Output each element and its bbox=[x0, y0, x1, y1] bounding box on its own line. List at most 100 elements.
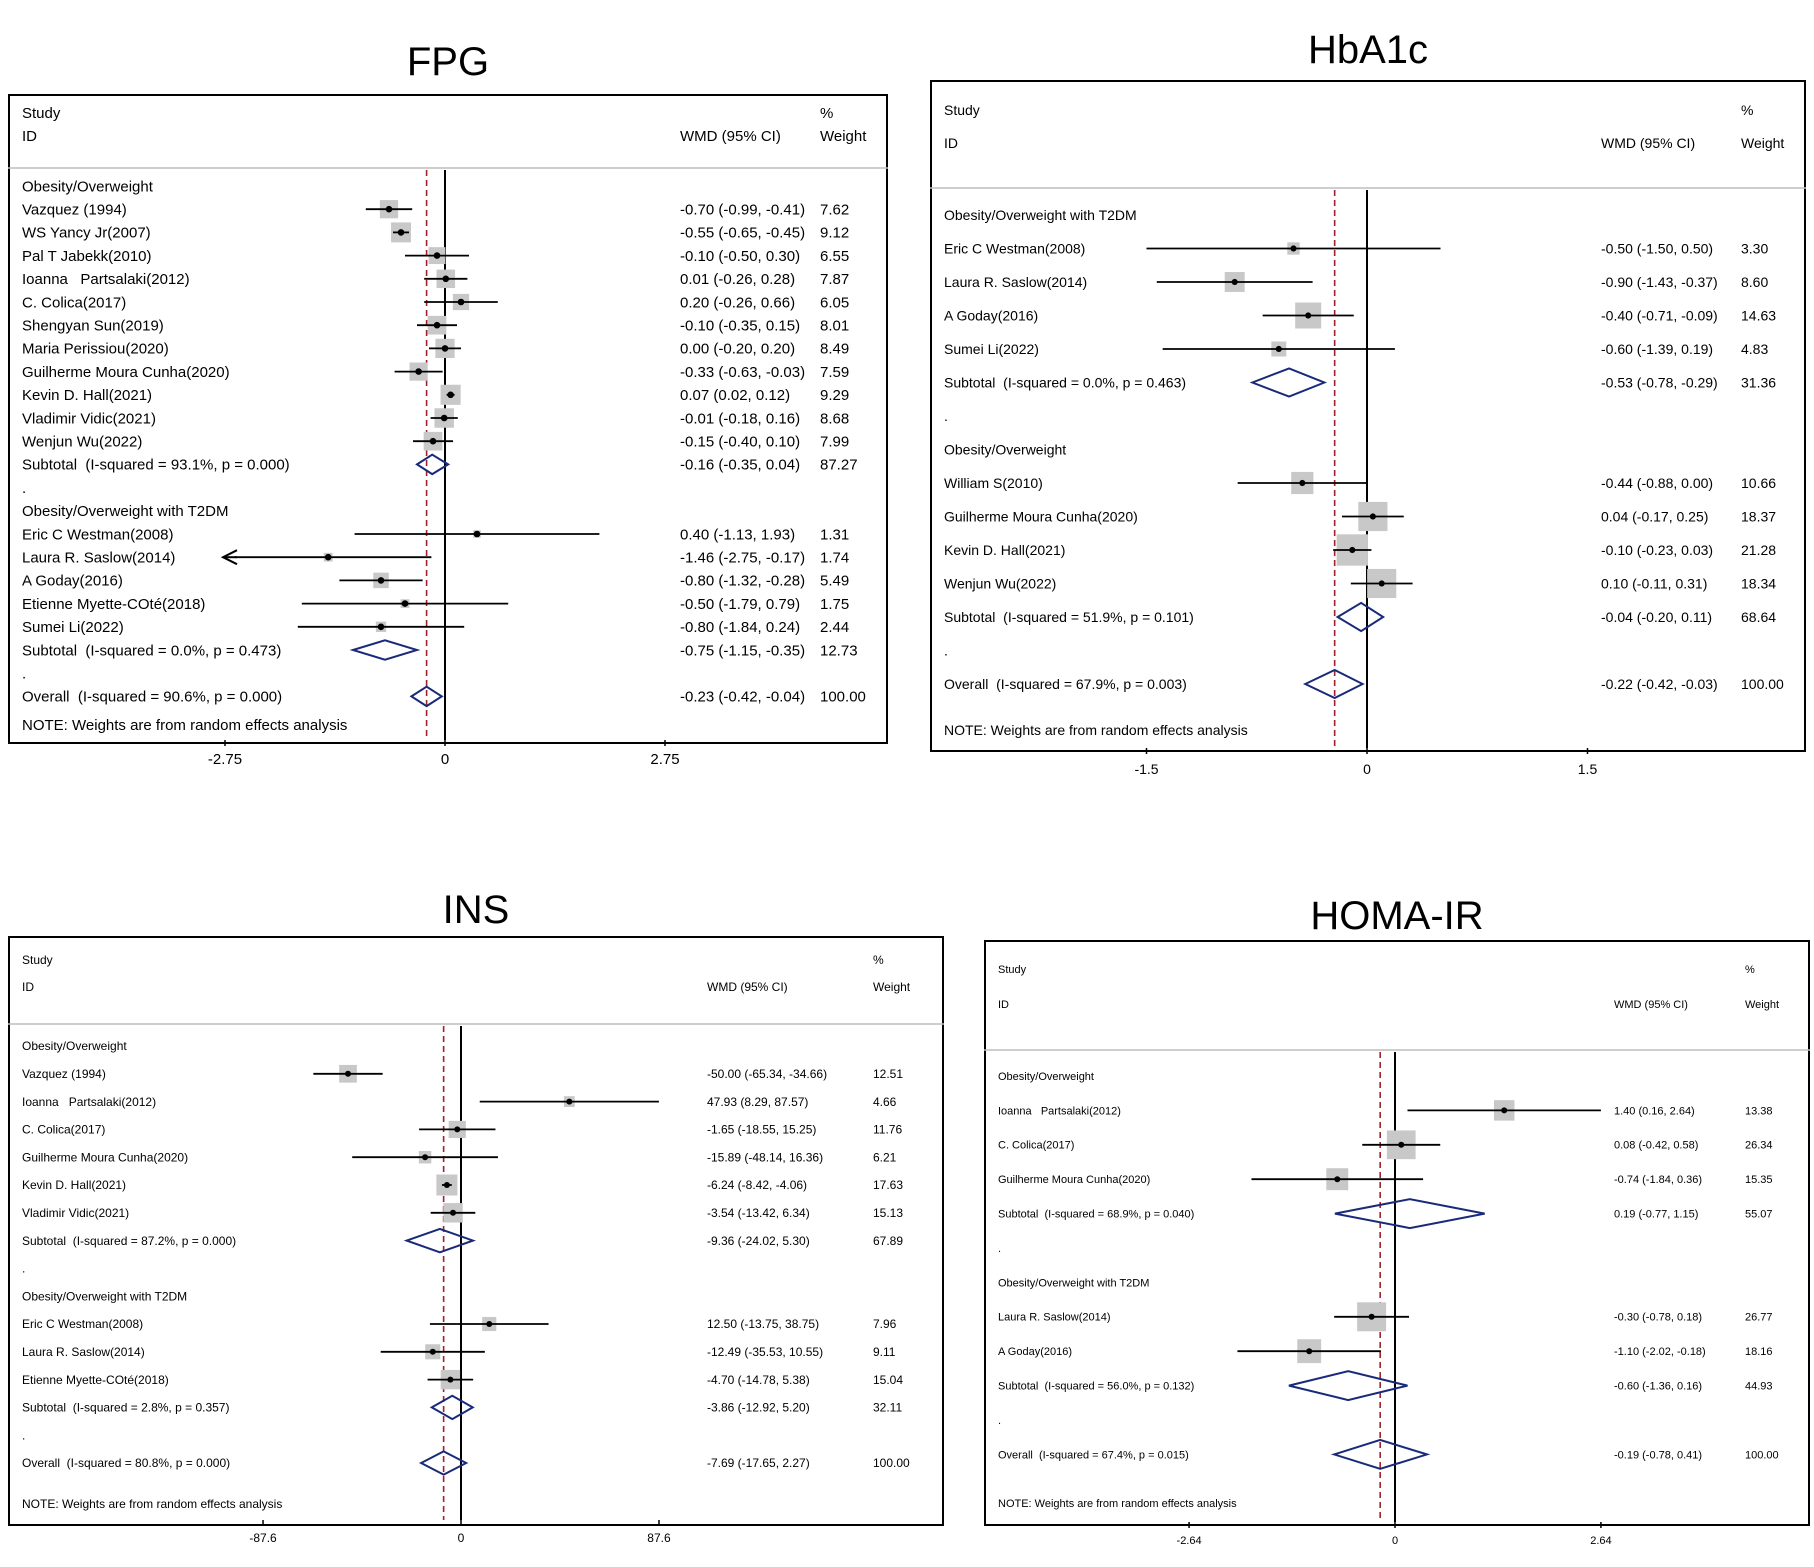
fpg-weight-text: 5.49 bbox=[820, 573, 849, 590]
hba1c-ci-text: -0.40 (-0.71, -0.09) bbox=[1601, 307, 1718, 323]
homa-weight-text: 13.38 bbox=[1745, 1105, 1773, 1117]
fpg-row-label-group: Obesity/Overweight bbox=[22, 178, 154, 195]
hba1c-ci-text: -0.53 (-0.78, -0.29) bbox=[1601, 374, 1718, 390]
fpg-row-label-study: Etienne Myette-COté(2018) bbox=[22, 596, 205, 613]
fpg-ci-text: -0.01 (-0.18, 0.16) bbox=[680, 410, 800, 427]
fpg-row-label-study: Guilherme Moura Cunha(2020) bbox=[22, 364, 230, 381]
fpg-point-estimate bbox=[441, 345, 449, 352]
homa-note: NOTE: Weights are from random effects an… bbox=[998, 1498, 1237, 1510]
fpg-row-label-study: WS Yancy Jr(2007) bbox=[22, 225, 151, 242]
fpg-row-label-study: Sumei Li(2022) bbox=[22, 619, 124, 636]
fpg-point-estimate bbox=[433, 321, 441, 329]
homa-tick-label: 0 bbox=[1392, 1535, 1398, 1547]
ins-point-estimate bbox=[422, 1154, 429, 1161]
fpg-ci-text: -0.23 (-0.42, -0.04) bbox=[680, 689, 805, 706]
fpg-point-estimate bbox=[447, 391, 454, 399]
ins-weight-text: 12.51 bbox=[873, 1067, 903, 1081]
fpg-ci-text: 0.00 (-0.20, 0.20) bbox=[680, 341, 795, 358]
fpg-weight-text: 12.73 bbox=[820, 642, 858, 659]
homa-point-estimate bbox=[1368, 1313, 1375, 1320]
ins-row-label-study: Kevin D. Hall(2021) bbox=[22, 1178, 126, 1192]
hba1c-tick-label: 0 bbox=[1363, 761, 1371, 777]
ins-ci-text: -1.65 (-18.55, 15.25) bbox=[707, 1123, 816, 1137]
ins-row-label-study: Ioanna Partsalaki(2012) bbox=[22, 1095, 156, 1109]
fpg-header-study: Study bbox=[22, 105, 61, 122]
homa-header-id: ID bbox=[998, 999, 1009, 1011]
ins-weight-text: 7.96 bbox=[873, 1317, 897, 1331]
homa-row-label-group: Obesity/Overweight bbox=[998, 1071, 1094, 1083]
ins-subtotal-diamond bbox=[429, 1394, 475, 1421]
fpg-weight-text: 9.12 bbox=[820, 225, 849, 242]
hba1c-point-estimate bbox=[1299, 479, 1306, 487]
ins-ci-text: -3.86 (-12.92, 5.20) bbox=[707, 1401, 810, 1415]
fpg-ci-text: -0.75 (-1.15, -0.35) bbox=[680, 642, 805, 659]
homa-weight-text: 100.00 bbox=[1745, 1449, 1779, 1461]
homa-row-label-subtotal: Subtotal (I-squared = 56.0%, p = 0.132) bbox=[998, 1380, 1194, 1392]
homa-ci-text: 0.19 (-0.77, 1.15) bbox=[1614, 1208, 1698, 1220]
hba1c-row-label-subtotal: Subtotal (I-squared = 0.0%, p = 0.463) bbox=[944, 374, 1186, 390]
ins-header-id: ID bbox=[22, 980, 34, 994]
homa-row-label-dot: . bbox=[998, 1415, 1001, 1427]
fpg-weight-text: 7.62 bbox=[820, 201, 849, 218]
fpg-ci-text: -0.50 (-1.79, 0.79) bbox=[680, 596, 800, 613]
hba1c-point-estimate bbox=[1275, 345, 1282, 353]
hba1c-row-label-study: Eric C Westman(2008) bbox=[944, 240, 1085, 256]
ins-weight-text: 4.66 bbox=[873, 1095, 897, 1109]
hba1c-plot-group: Study ID WMD (95% CI)% Weight Obesity/Overwe… bbox=[930, 102, 1806, 777]
ins-title: INS bbox=[442, 888, 510, 932]
fpg-row-label-study: C. Colica(2017) bbox=[22, 294, 126, 311]
ins-plot-group: Study ID WMD (95% CI)% Weight Obesity/Overwe… bbox=[8, 953, 944, 1545]
homa-point-estimate bbox=[1398, 1141, 1405, 1148]
fpg-subtotal-diamond bbox=[415, 453, 451, 476]
fpg-point-estimate bbox=[442, 275, 450, 283]
ins-weight-text: 11.76 bbox=[873, 1123, 902, 1137]
hba1c-ci-text: 0.10 (-0.11, 0.31) bbox=[1601, 575, 1707, 591]
hba1c-title: HbA1c bbox=[1307, 28, 1429, 72]
fpg-header-effect: WMD (95% CI) bbox=[680, 128, 781, 145]
fpg-weight-text: 2.44 bbox=[820, 619, 849, 636]
hba1c-point-estimate bbox=[1378, 580, 1385, 587]
fpg-row-label-study: Pal T Jabekk(2010) bbox=[22, 248, 152, 265]
fpg-tick-label: 2.75 bbox=[650, 751, 679, 768]
fpg-header-id: ID bbox=[22, 128, 37, 145]
ins-point-estimate bbox=[566, 1098, 573, 1105]
homa-plot-group: Study ID WMD (95% CI)% Weight Obesity/Overwe… bbox=[984, 964, 1810, 1547]
homa-ci-text: -1.10 (-2.02, -0.18) bbox=[1614, 1346, 1706, 1358]
homa-ci-text: -0.30 (-0.78, 0.18) bbox=[1614, 1312, 1702, 1324]
hba1c-tick-label: 1.5 bbox=[1578, 761, 1598, 777]
fpg-row-label-overall: Overall (I-squared = 90.6%, p = 0.000) bbox=[22, 689, 282, 706]
ins-weight-text: 15.04 bbox=[873, 1373, 903, 1387]
fpg-weight-text: 87.27 bbox=[820, 457, 858, 474]
homa-row-label-dot: . bbox=[998, 1243, 1001, 1255]
ins-weight-text: 17.63 bbox=[873, 1178, 903, 1192]
fpg-weight-text: 1.31 bbox=[820, 526, 849, 543]
hba1c-weight-text: 21.28 bbox=[1741, 542, 1776, 558]
homa-weight-text: 26.34 bbox=[1745, 1140, 1773, 1152]
ins-overall-diamond bbox=[418, 1450, 469, 1476]
ins-row-label-study: Vladimir Vidic(2021) bbox=[22, 1206, 129, 1220]
ins-header-weight: Weight bbox=[873, 980, 911, 994]
homa-subtotal-diamond bbox=[1288, 1370, 1408, 1402]
ins-row-label-subtotal: Subtotal (I-squared = 87.2%, p = 0.000) bbox=[22, 1234, 236, 1248]
fpg-row-label-study: Maria Perissiou(2020) bbox=[22, 341, 169, 358]
homa-point-estimate bbox=[1334, 1176, 1341, 1183]
ins-ci-text: -50.00 (-65.34, -34.66) bbox=[707, 1067, 827, 1081]
homa-ci-text: -0.19 (-0.78, 0.41) bbox=[1614, 1449, 1702, 1461]
fpg-weight-text: 100.00 bbox=[820, 689, 866, 706]
homa-tick-label: 2.64 bbox=[1590, 1535, 1611, 1547]
hba1c-row-label-study: Sumei Li(2022) bbox=[944, 341, 1039, 357]
homa-point-estimate bbox=[1306, 1348, 1313, 1355]
fpg-weight-text: 6.05 bbox=[820, 294, 849, 311]
fpg-header-pct: % bbox=[820, 105, 833, 122]
fpg-row-label-study: A Goday(2016) bbox=[22, 573, 123, 590]
ins-point-estimate bbox=[449, 1209, 456, 1216]
fpg-row-label-subtotal: Subtotal (I-squared = 0.0%, p = 0.473) bbox=[22, 642, 281, 659]
fpg-ci-text: -0.80 (-1.32, -0.28) bbox=[680, 573, 805, 590]
ins-note: NOTE: Weights are from random effects an… bbox=[22, 1497, 282, 1511]
fpg-ci-text: -0.80 (-1.84, 0.24) bbox=[680, 619, 800, 636]
fpg-note: NOTE: Weights are from random effects an… bbox=[22, 717, 347, 734]
fpg-point-estimate bbox=[440, 414, 448, 422]
homa-ci-text: -0.60 (-1.36, 0.16) bbox=[1614, 1380, 1702, 1392]
hba1c-point-estimate bbox=[1305, 312, 1312, 319]
